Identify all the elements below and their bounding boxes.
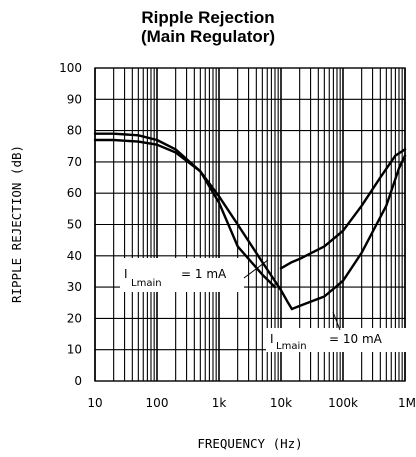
series-line-4: [290, 154, 407, 311]
chart-title: Ripple Rejection: [141, 8, 274, 27]
series-layer: [93, 132, 407, 311]
y-tick-labels: 0 10 20 30 40 50 60 70 80 90 100: [59, 61, 82, 388]
y-tick-label: 60: [67, 186, 82, 200]
x-tick-labels: 10 100 1k 10k 100k 1M: [87, 396, 416, 410]
annotation-1-pointer: [243, 259, 269, 279]
annotation-2-pointer: [332, 311, 341, 331]
annotation-2-box: [266, 328, 406, 352]
annotation-1-value: = 1 mA: [181, 267, 227, 281]
series-line-3: [93, 138, 294, 311]
y-tick-label: 100: [59, 61, 82, 75]
chart-subtitle: (Main Regulator): [141, 27, 275, 46]
plot-frame: [94, 67, 406, 382]
x-tick-label: 1k: [212, 396, 227, 410]
annotation-1-subscript: Lmain: [131, 278, 162, 289]
y-tick-label: 50: [67, 218, 82, 232]
x-tick-label: 1M: [398, 396, 416, 410]
annotation-1-box: [120, 258, 244, 292]
y-tick-label: 30: [67, 280, 82, 294]
annotation-2-text: I: [270, 332, 274, 346]
x-tick-label: 10k: [270, 396, 292, 410]
annotation-2-subscript: Lmain: [276, 341, 307, 352]
y-tick-label: 40: [67, 249, 82, 263]
y-tick-label: 90: [67, 92, 82, 106]
x-axis-label: FREQUENCY (Hz): [197, 436, 302, 451]
series-line-1: [93, 132, 277, 289]
x-tick-label: 10: [87, 396, 102, 410]
y-axis-label: RIPPLE REJECTION (dB): [9, 145, 24, 303]
x-tick-label: 100k: [328, 396, 358, 410]
x-tick-label: 100: [146, 396, 169, 410]
y-tick-label: 20: [67, 311, 82, 325]
y-tick-label: 0: [74, 374, 82, 388]
y-tick-label: 80: [67, 124, 82, 138]
annotation-2-value: = 10 mA: [329, 332, 383, 346]
annotation-1-text: I: [124, 267, 128, 281]
series-line-2: [279, 148, 407, 270]
y-tick-label: 70: [67, 155, 82, 169]
y-tick-label: 10: [67, 343, 82, 357]
